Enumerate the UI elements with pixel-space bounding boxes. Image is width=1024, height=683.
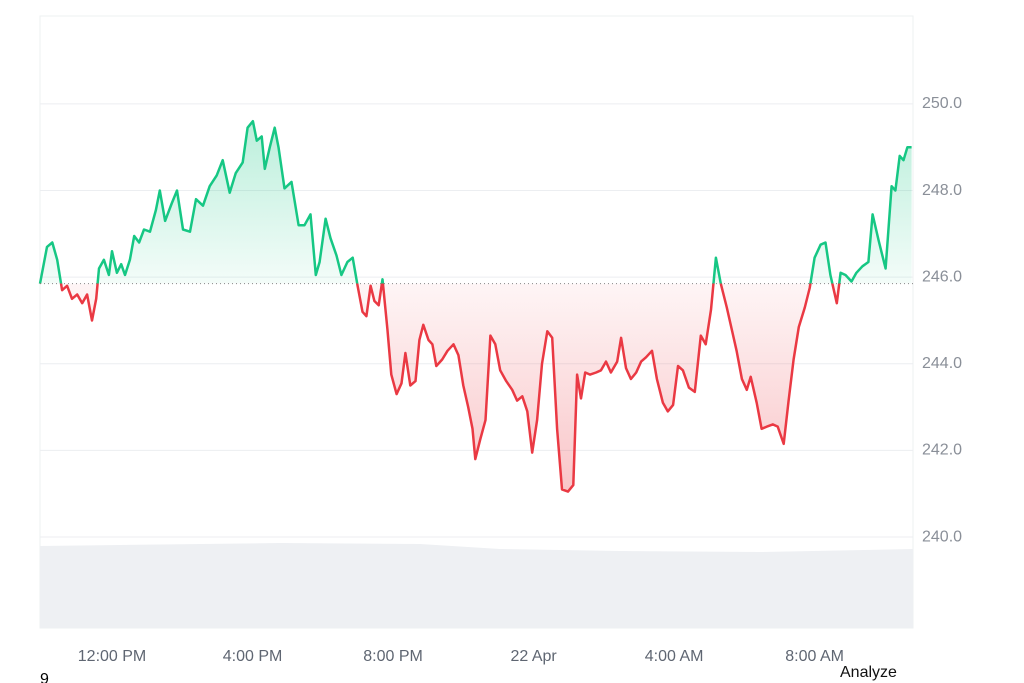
y-tick-label: 242.0	[922, 442, 962, 459]
y-tick-label: 240.0	[922, 528, 962, 545]
y-tick-label: 246.0	[922, 268, 962, 285]
y-tick-label: 250.0	[922, 95, 962, 112]
volume-area	[40, 543, 913, 628]
x-tick-label: 12:00 PM	[78, 648, 146, 665]
x-tick-label: 4:00 PM	[223, 648, 283, 665]
x-tick-label: 8:00 AM	[785, 648, 844, 665]
price-line	[38, 119, 912, 493]
x-tick-label: 4:00 AM	[645, 648, 704, 665]
x-tick-label: 8:00 PM	[363, 648, 423, 665]
x-tick-label: 22 Apr	[510, 648, 557, 665]
footer-left: 9	[40, 671, 49, 683]
y-tick-label: 248.0	[922, 182, 962, 199]
baseline-area	[40, 121, 912, 492]
analyze-button[interactable]: Analyze	[840, 664, 897, 681]
y-tick-label: 244.0	[922, 355, 962, 372]
